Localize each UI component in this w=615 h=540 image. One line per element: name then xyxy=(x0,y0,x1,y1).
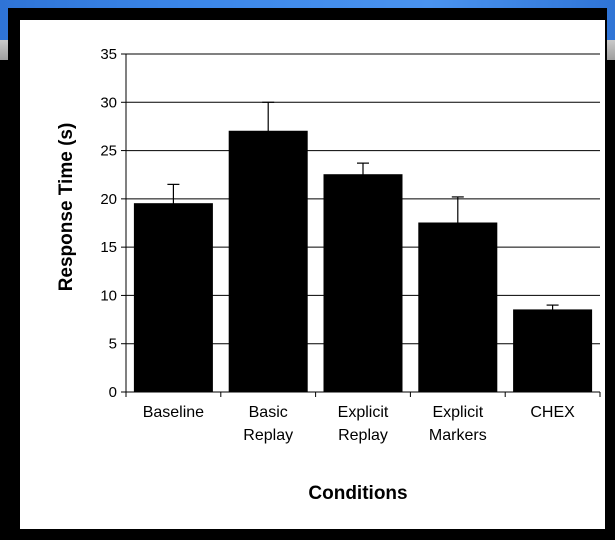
x-tick-label: Explicit xyxy=(432,404,483,421)
y-tick-label: 10 xyxy=(100,287,117,304)
y-tick-label: 15 xyxy=(100,239,117,256)
x-tick-label: Basic xyxy=(249,404,288,421)
bar xyxy=(418,222,498,393)
bar xyxy=(513,309,593,393)
y-tick-label: 5 xyxy=(109,336,117,353)
y-tick-label: 25 xyxy=(100,143,117,160)
x-axis-title: Conditions xyxy=(308,483,407,504)
y-tick-label: 0 xyxy=(109,384,117,401)
y-axis-title: Response Time (s) xyxy=(56,123,77,292)
bar xyxy=(323,174,403,393)
x-tick-label: CHEX xyxy=(530,404,575,421)
x-tick-labels: Baseline Basic Replay Explicit Replay Explici… xyxy=(143,404,575,444)
y-tick-label: 30 xyxy=(100,94,117,111)
x-tick-label: Replay xyxy=(243,427,293,444)
bar-chart: 0 5 10 15 20 25 30 35 Baseline Basic Replay Explic… xyxy=(56,46,601,504)
y-tick-labels: 0 5 10 15 20 25 30 35 xyxy=(100,46,117,401)
x-tick-label: Explicit xyxy=(338,404,389,421)
x-tick-label: Replay xyxy=(338,427,388,444)
error-bars xyxy=(167,101,559,310)
x-tick-label: Markers xyxy=(429,427,487,444)
x-tick-label: Baseline xyxy=(143,404,204,421)
y-tick-label: 20 xyxy=(100,191,117,208)
axes xyxy=(121,53,601,397)
bar xyxy=(228,130,308,393)
y-tick-label: 35 xyxy=(100,46,117,63)
chart-panel: 0 5 10 15 20 25 30 35 Baseline Basic Replay Explic… xyxy=(20,20,605,529)
bar xyxy=(133,203,213,393)
